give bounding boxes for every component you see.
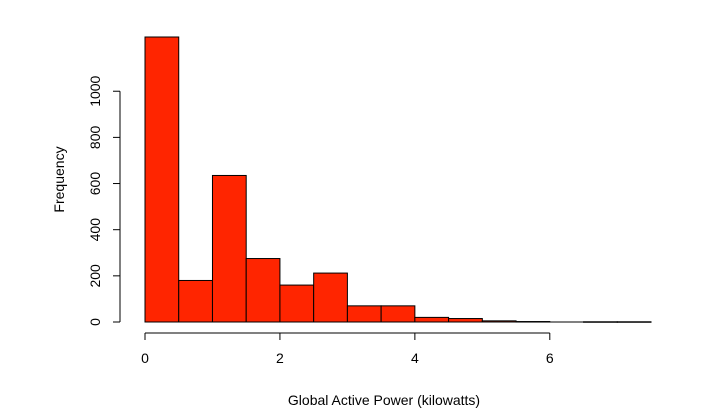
bars-group xyxy=(144,36,652,323)
histogram-bar xyxy=(380,305,416,323)
histogram-bar xyxy=(313,272,348,323)
x-tick-label: 0 xyxy=(141,350,149,366)
histogram-bar xyxy=(616,321,652,323)
y-tick-label: 0 xyxy=(87,318,103,326)
y-tick-label: 800 xyxy=(87,125,103,149)
histogram-bar xyxy=(515,321,551,323)
y-tick-label: 400 xyxy=(87,218,103,242)
histogram-bar xyxy=(448,318,483,323)
y-axis: 0 200 400 600 800 1000 xyxy=(87,75,121,326)
x-axis: 0 2 4 6 xyxy=(141,332,554,366)
histogram-bar xyxy=(211,174,247,323)
histogram-bar xyxy=(346,305,382,323)
histogram-bar xyxy=(279,284,315,323)
y-axis-title: Frequency xyxy=(51,146,67,212)
histogram-bar xyxy=(583,321,618,323)
y-tick-label: 200 xyxy=(87,264,103,288)
x-tick-label: 6 xyxy=(546,350,554,366)
histogram-bar xyxy=(481,320,517,323)
histogram-bar xyxy=(178,279,213,323)
x-tick-label: 4 xyxy=(411,350,419,366)
x-axis-title: Global Active Power (kilowatts) xyxy=(288,392,480,408)
histogram-bar xyxy=(414,316,450,323)
y-tick-label: 600 xyxy=(87,172,103,196)
x-tick-label: 2 xyxy=(276,350,284,366)
histogram-bar xyxy=(245,258,281,323)
y-tick-label: 1000 xyxy=(87,75,103,106)
histogram-bar xyxy=(144,36,180,323)
